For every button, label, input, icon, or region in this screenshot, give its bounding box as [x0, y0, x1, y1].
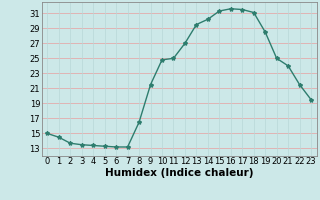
X-axis label: Humidex (Indice chaleur): Humidex (Indice chaleur) [105, 168, 253, 178]
